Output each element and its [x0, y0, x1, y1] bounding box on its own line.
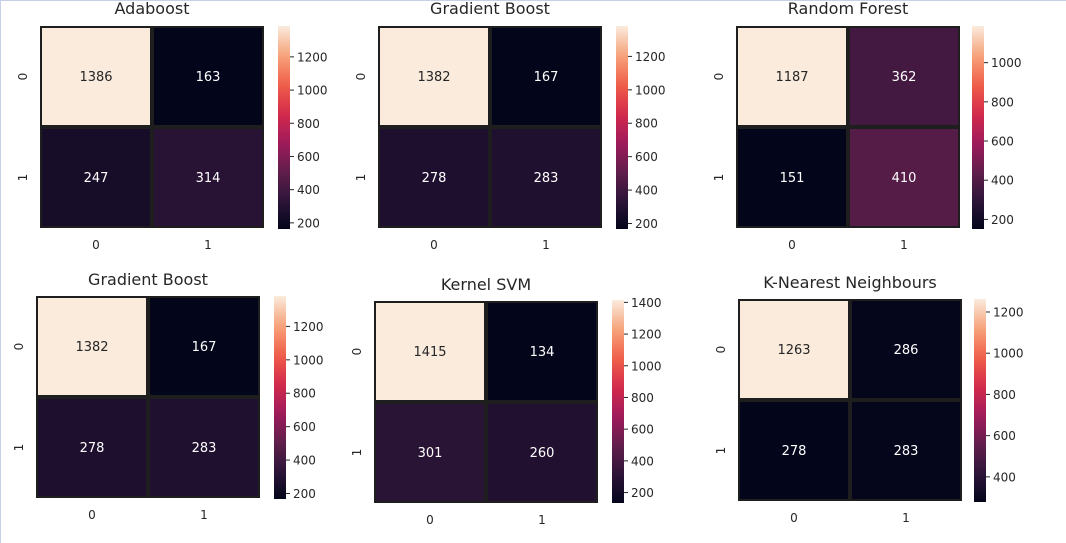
chart-title: Adaboost [115, 0, 190, 18]
frame-left-border [0, 0, 1, 543]
colorbar-tick-label: 600 [297, 150, 320, 164]
cell-value-label: 1386 [79, 70, 112, 85]
x-tick-label: 0 [92, 238, 100, 252]
y-tick-label: 0 [16, 73, 30, 81]
colorbar-tick-label: 800 [297, 117, 320, 131]
colorbar-tick-label: 1000 [297, 84, 328, 98]
cell-value-label: 247 [84, 171, 109, 186]
heatmap-cell-r0-c0 [42, 28, 150, 125]
heatmap-cell-r0-c1 [154, 28, 262, 125]
x-tick-label: 1 [204, 238, 212, 252]
colorbar-tick-label: 1200 [297, 50, 328, 64]
frame-top-border [0, 0, 1066, 1]
heatmap-cell-r1-c1 [154, 129, 262, 226]
y-tick-label: 1 [16, 174, 30, 182]
cell-value-label: 314 [196, 171, 221, 186]
colorbar-tick-label: 200 [297, 216, 320, 230]
heatmap-cell-r1-c0 [42, 129, 150, 226]
colorbar-tick-label: 400 [297, 183, 320, 197]
cell-value-label: 163 [196, 70, 221, 85]
colorbar [278, 26, 290, 229]
